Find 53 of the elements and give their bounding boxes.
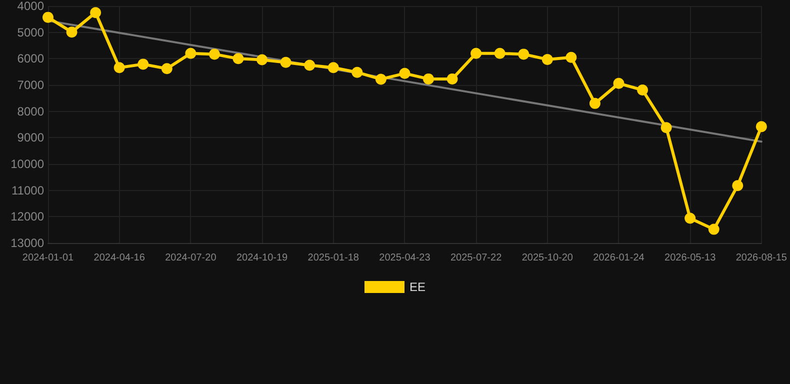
point [494,48,506,59]
y-tick-label: 4000 [17,0,44,13]
point [660,122,672,134]
legend-label: EE [409,280,426,294]
point [470,48,482,59]
point [589,98,600,109]
x-tick-label: 2026-01-24 [593,252,645,264]
point [208,48,220,60]
point [756,121,767,132]
x-tick-label: 2024-01-01 [22,252,74,264]
point [161,63,172,74]
y-tick-label: 13000 [10,236,44,250]
point [280,56,292,68]
point [566,52,577,63]
point [256,54,268,66]
x-tick-label: 2026-05-13 [664,252,716,264]
x-tick-label: 2024-04-16 [94,252,146,264]
y-tick-label: 7000 [17,78,44,92]
point [375,74,386,85]
point [399,68,410,79]
point [446,73,458,84]
point [423,73,434,84]
x-tick-label: 2025-01-18 [308,252,360,264]
point [732,180,744,192]
x-tick-label: 2025-07-22 [450,252,502,264]
point [542,54,553,65]
point [518,48,530,60]
x-tick-label: 2025-04-23 [379,252,431,264]
point [138,58,149,70]
x-tick-label: 2025-10-20 [522,252,574,264]
point [114,62,125,74]
point [304,60,316,71]
y-tick-label: 6000 [17,52,44,66]
point [613,78,624,89]
point [42,12,54,23]
y-tick-label: 9000 [17,130,44,145]
x-tick-label: 2024-10-19 [236,252,288,264]
point [90,7,102,18]
y-tick-label: 11000 [12,183,44,198]
y-tick-label: 8000 [17,104,44,118]
point [352,66,363,78]
y-tick-label: 5000 [17,25,44,40]
y-tick-label: 10000 [10,157,44,171]
point [185,48,196,59]
point [232,53,244,64]
x-tick-label: 2026-08-15 [736,252,788,264]
y-tick-label: 12000 [10,210,44,224]
point [637,84,648,96]
point [708,224,720,235]
point [66,26,78,38]
point [684,212,696,224]
x-tick-label: 2024-07-20 [165,252,217,264]
point [328,62,339,74]
